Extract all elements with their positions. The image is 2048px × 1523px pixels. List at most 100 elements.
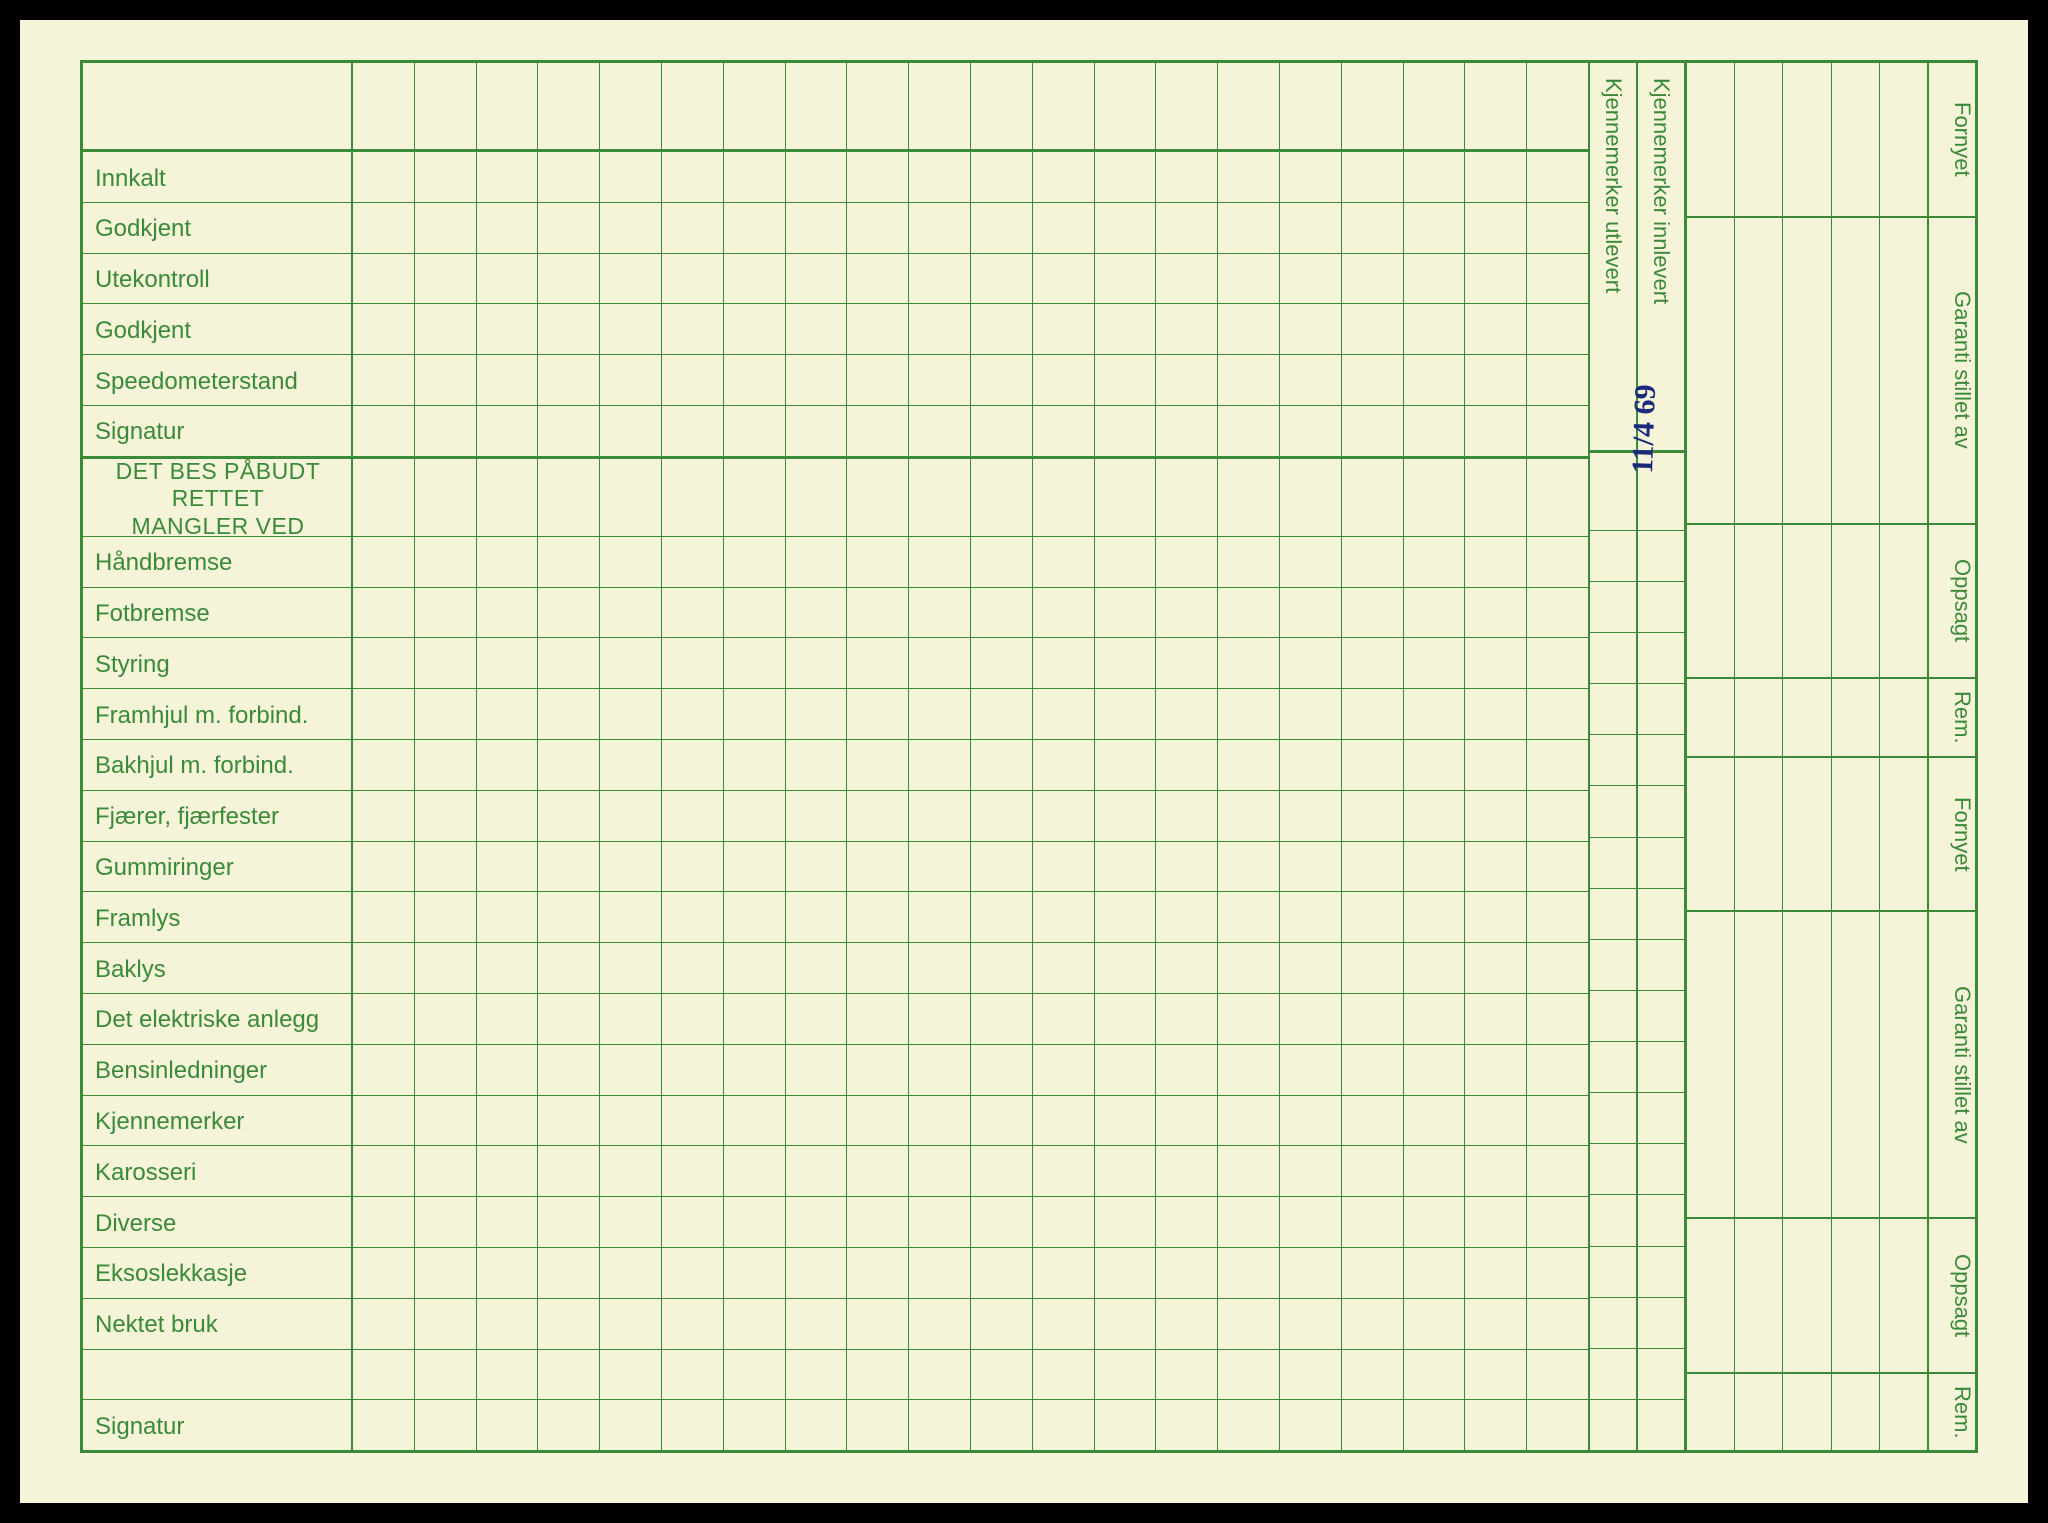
grid-cell [414, 1248, 476, 1298]
grid-cell [970, 1045, 1032, 1095]
grid-cell [537, 791, 599, 841]
grid-row: Diverse [83, 1196, 1588, 1247]
grid-cell [908, 1197, 970, 1247]
grid-cell [537, 892, 599, 942]
grid-cell [1279, 459, 1341, 536]
grid-cell [1403, 1248, 1465, 1298]
grid-cell [599, 892, 661, 942]
grid-cell [846, 537, 908, 587]
grid-cell [723, 1045, 785, 1095]
row-label: Bakhjul m. forbind. [83, 740, 351, 790]
right-label-section: Fornyet [1929, 758, 1975, 913]
grid-cell [353, 892, 414, 942]
grid-cell [1217, 689, 1279, 739]
grid-cell [1526, 1299, 1588, 1349]
grid-cell [1155, 1146, 1217, 1196]
right-grid-cell [1879, 63, 1927, 216]
grid-cell [353, 1248, 414, 1298]
grid-cell [537, 638, 599, 688]
grid-cell [1403, 1146, 1465, 1196]
grid-cell [723, 638, 785, 688]
right-grid-section [1687, 1219, 1927, 1374]
grid-cell [1032, 537, 1094, 587]
right-grid-cell [1879, 679, 1927, 755]
grid-row: Nektet bruk [83, 1298, 1588, 1349]
row-cells [351, 1400, 1588, 1450]
grid-cell [1279, 1299, 1341, 1349]
grid-cell [1032, 254, 1094, 304]
grid-cell [661, 1045, 723, 1095]
grid-cell [1155, 304, 1217, 354]
grid-cell [1341, 892, 1403, 942]
grid-cell [970, 1248, 1032, 1298]
grid-cell [723, 152, 785, 202]
grid-cell [1341, 1096, 1403, 1146]
right-grid-cell [1734, 63, 1782, 216]
right-grid-cell [1734, 758, 1782, 911]
right-label-section: Oppsagt [1929, 525, 1975, 680]
grid-cell [970, 355, 1032, 405]
grid-cell [1464, 406, 1526, 456]
grid-cell [1155, 63, 1217, 149]
grid-cell [1464, 1400, 1526, 1450]
grid-cell [1279, 943, 1341, 993]
right-grid-section [1687, 758, 1927, 913]
grid-cell [1032, 459, 1094, 536]
grid-cell [1094, 1248, 1156, 1298]
grid-cell [414, 1197, 476, 1247]
grid-cell [1341, 537, 1403, 587]
grid-cell [970, 638, 1032, 688]
narrow-cell [1638, 683, 1684, 734]
grid-cell [1403, 459, 1465, 536]
grid-cell [661, 943, 723, 993]
grid-cell [723, 537, 785, 587]
grid-cell [1464, 689, 1526, 739]
grid-cell [353, 1350, 414, 1400]
grid-cell [476, 1400, 538, 1450]
grid-cell [1032, 304, 1094, 354]
grid-cell [1094, 1146, 1156, 1196]
right-vlabel: Fornyet [1929, 63, 1975, 216]
row-label: Godkjent [83, 203, 351, 253]
narrow-cell [1590, 299, 1636, 349]
grid-cell [1464, 355, 1526, 405]
grid-cell [908, 1299, 970, 1349]
grid-cell [785, 63, 847, 149]
grid-cell [661, 304, 723, 354]
row-cells [351, 689, 1588, 739]
grid-cell [846, 892, 908, 942]
grid-cell [908, 203, 970, 253]
grid-cell [1526, 791, 1588, 841]
grid-cell [1403, 203, 1465, 253]
grid-cell [1464, 994, 1526, 1044]
grid-cell [1526, 406, 1588, 456]
grid-cell [970, 459, 1032, 536]
grid-row: Håndbremse [83, 536, 1588, 587]
grid-cell [723, 203, 785, 253]
grid-cell [414, 1400, 476, 1450]
right-grid-section [1687, 63, 1927, 218]
grid-cell [1526, 203, 1588, 253]
grid-cell [785, 203, 847, 253]
grid-cell [970, 1299, 1032, 1349]
row-label: Signatur [83, 406, 351, 456]
grid-cell [1217, 1096, 1279, 1146]
grid-cell [599, 304, 661, 354]
grid-cell [1155, 842, 1217, 892]
grid-cell [414, 203, 476, 253]
grid-cell [1279, 1350, 1341, 1400]
grid-cell [353, 943, 414, 993]
grid-cell [414, 1350, 476, 1400]
grid-cell [1464, 791, 1526, 841]
grid-cell [1094, 304, 1156, 354]
grid-cell [353, 1045, 414, 1095]
grid-cell [1032, 406, 1094, 456]
grid-cell [846, 1096, 908, 1146]
grid-cell [846, 459, 908, 536]
narrow-cell [1638, 990, 1684, 1041]
grid-cell [1155, 1197, 1217, 1247]
grid-cell [599, 842, 661, 892]
grid-cell [1526, 1400, 1588, 1450]
grid-cell [1403, 152, 1465, 202]
grid-cell [1403, 537, 1465, 587]
